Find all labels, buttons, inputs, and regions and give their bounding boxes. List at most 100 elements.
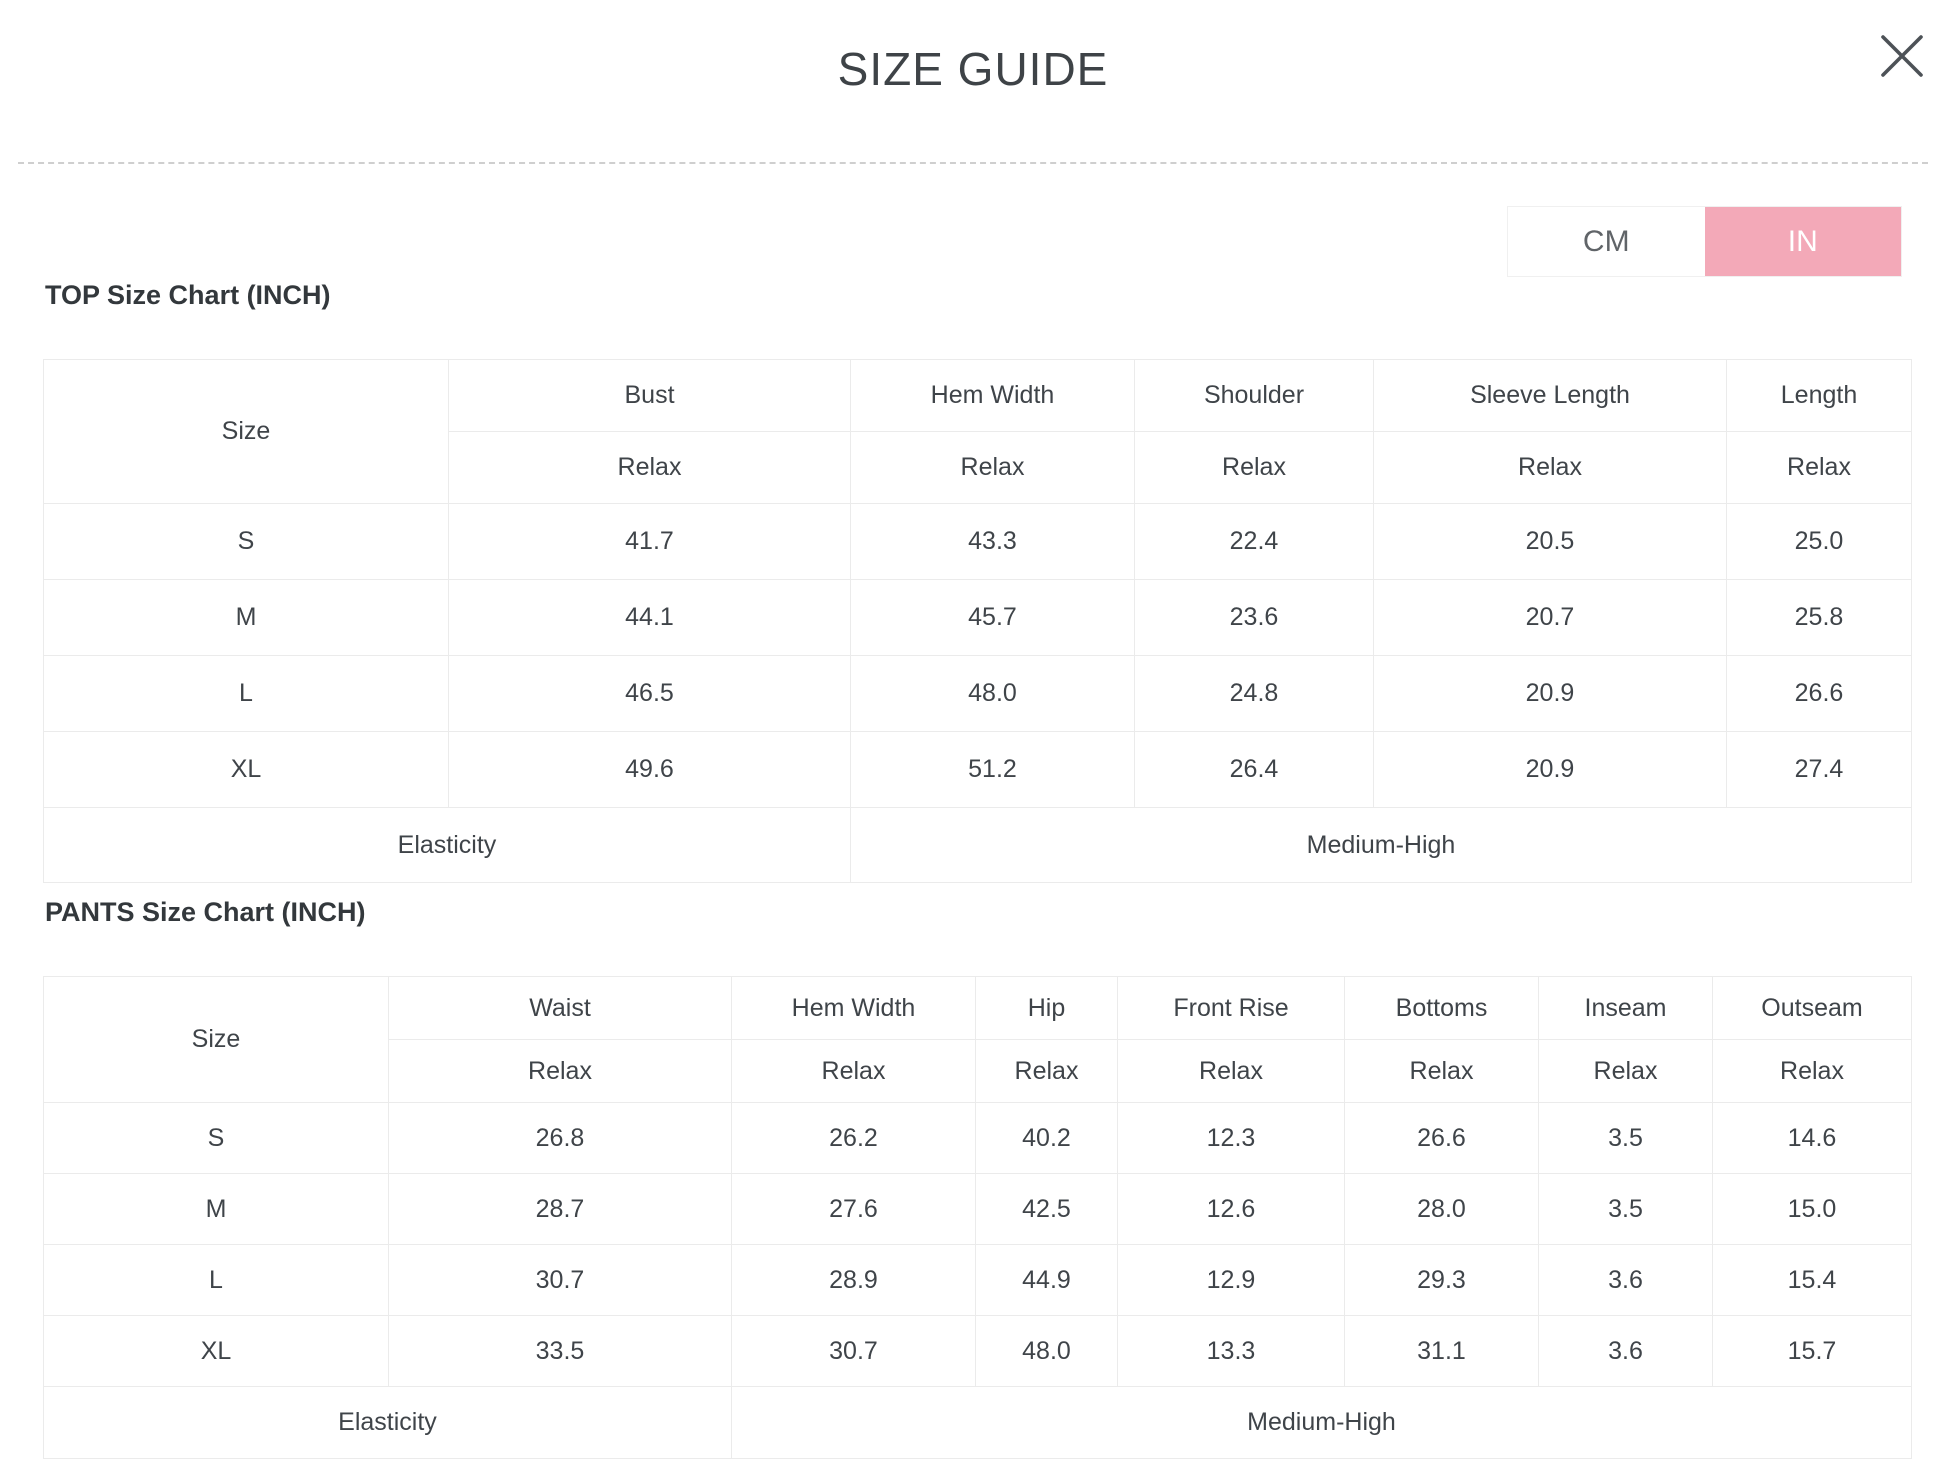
measurement-cell: 30.7: [388, 1244, 732, 1316]
measurement-cell: 14.6: [1712, 1102, 1912, 1174]
measurement-cell: 20.7: [1373, 579, 1727, 656]
column-header-cell: Waist: [388, 976, 732, 1040]
measurement-cell: 15.0: [1712, 1173, 1912, 1245]
measurement-cell: 26.6: [1344, 1102, 1539, 1174]
measurement-cell: 29.3: [1344, 1244, 1539, 1316]
size-label-cell: M: [43, 1173, 389, 1245]
column-subheader-cell: Relax: [1373, 431, 1727, 504]
close-button[interactable]: [1876, 30, 1928, 82]
column-subheader-cell: Relax: [975, 1039, 1118, 1103]
column-header-cell: Front Rise: [1117, 976, 1345, 1040]
top-chart-heading: TOP Size Chart (INCH): [45, 280, 331, 310]
measurement-cell: 26.2: [731, 1102, 976, 1174]
measurement-cell: 44.9: [975, 1244, 1118, 1316]
pants-size-table: Size Waist Hem Width Hip Front Rise Bottoms In…: [43, 976, 1912, 1459]
measurement-cell: 24.8: [1134, 655, 1374, 732]
measurement-cell: 15.4: [1712, 1244, 1912, 1316]
table-row: S 41.7 43.3 22.4 20.5 25.0: [43, 503, 1912, 580]
size-label-cell: S: [43, 1102, 389, 1174]
measurement-cell: 43.3: [850, 503, 1135, 580]
unit-toggle-cm-button[interactable]: CM: [1508, 207, 1705, 276]
column-header-cell: Length: [1726, 359, 1912, 432]
measurement-cell: 3.5: [1538, 1173, 1713, 1245]
column-header-cell: Shoulder: [1134, 359, 1374, 432]
column-subheader-cell: Relax: [1538, 1039, 1713, 1103]
measurement-cell: 28.9: [731, 1244, 976, 1316]
column-header-cell: Hem Width: [850, 359, 1135, 432]
table-row: XL 49.6 51.2 26.4 20.9 27.4: [43, 731, 1912, 808]
measurement-cell: 12.6: [1117, 1173, 1345, 1245]
measurement-cell: 26.4: [1134, 731, 1374, 808]
size-label-cell: L: [43, 655, 449, 732]
table-row: S 26.8 26.2 40.2 12.3 26.6 3.5 14.6: [43, 1102, 1912, 1174]
column-subheader-cell: Relax: [388, 1039, 732, 1103]
measurement-cell: 51.2: [850, 731, 1135, 808]
size-corner-cell: Size: [43, 359, 449, 504]
pants-chart-heading: PANTS Size Chart (INCH): [45, 897, 366, 927]
column-subheader-cell: Relax: [1712, 1039, 1912, 1103]
measurement-cell: 3.6: [1538, 1244, 1713, 1316]
measurement-cell: 27.6: [731, 1173, 976, 1245]
column-subheader-cell: Relax: [1117, 1039, 1345, 1103]
column-header-cell: Sleeve Length: [1373, 359, 1727, 432]
size-corner-cell: Size: [43, 976, 389, 1103]
column-subheader-cell: Relax: [1726, 431, 1912, 504]
measurement-cell: 25.8: [1726, 579, 1912, 656]
measurement-cell: 23.6: [1134, 579, 1374, 656]
measurement-cell: 46.5: [448, 655, 851, 732]
measurement-cell: 3.5: [1538, 1102, 1713, 1174]
unit-toggle: CM IN: [1507, 206, 1902, 277]
elasticity-value-cell: Medium-High: [850, 807, 1912, 883]
elasticity-value-cell: Medium-High: [731, 1386, 1912, 1459]
dashed-divider: [18, 162, 1928, 164]
column-subheader-cell: Relax: [731, 1039, 976, 1103]
measurement-cell: 40.2: [975, 1102, 1118, 1174]
modal-title: SIZE GUIDE: [837, 43, 1109, 95]
measurement-cell: 25.0: [1726, 503, 1912, 580]
measurement-cell: 41.7: [448, 503, 851, 580]
measurement-cell: 12.9: [1117, 1244, 1345, 1316]
elasticity-label-cell: Elasticity: [43, 1386, 732, 1459]
elasticity-label-cell: Elasticity: [43, 807, 851, 883]
measurement-cell: 28.0: [1344, 1173, 1539, 1245]
measurement-cell: 3.6: [1538, 1315, 1713, 1387]
top-size-table: Size Bust Hem Width Shoulder Sleeve Length Le…: [43, 359, 1912, 883]
unit-toggle-in-button[interactable]: IN: [1704, 207, 1901, 276]
column-subheader-cell: Relax: [1344, 1039, 1539, 1103]
measurement-cell: 31.1: [1344, 1315, 1539, 1387]
size-label-cell: L: [43, 1244, 389, 1316]
measurement-cell: 15.7: [1712, 1315, 1912, 1387]
size-label-cell: XL: [43, 1315, 389, 1387]
measurement-cell: 49.6: [448, 731, 851, 808]
column-header-cell: Bottoms: [1344, 976, 1539, 1040]
size-label-cell: S: [43, 503, 449, 580]
measurement-cell: 28.7: [388, 1173, 732, 1245]
column-header-cell: Hem Width: [731, 976, 976, 1040]
measurement-cell: 13.3: [1117, 1315, 1345, 1387]
column-header-cell: Hip: [975, 976, 1118, 1040]
measurement-cell: 12.3: [1117, 1102, 1345, 1174]
measurement-cell: 45.7: [850, 579, 1135, 656]
close-icon: [1881, 35, 1923, 77]
measurement-cell: 20.9: [1373, 731, 1727, 808]
measurement-cell: 22.4: [1134, 503, 1374, 580]
measurement-cell: 26.8: [388, 1102, 732, 1174]
size-label-cell: XL: [43, 731, 449, 808]
measurement-cell: 27.4: [1726, 731, 1912, 808]
column-header-cell: Bust: [448, 359, 851, 432]
measurement-cell: 20.5: [1373, 503, 1727, 580]
measurement-cell: 44.1: [448, 579, 851, 656]
table-row: XL 33.5 30.7 48.0 13.3 31.1 3.6 15.7: [43, 1315, 1912, 1387]
table-row: L 30.7 28.9 44.9 12.9 29.3 3.6 15.4: [43, 1244, 1912, 1316]
measurement-cell: 48.0: [975, 1315, 1118, 1387]
column-header-cell: Inseam: [1538, 976, 1713, 1040]
measurement-cell: 33.5: [388, 1315, 732, 1387]
measurement-cell: 30.7: [731, 1315, 976, 1387]
column-subheader-cell: Relax: [850, 431, 1135, 504]
column-subheader-cell: Relax: [1134, 431, 1374, 504]
size-label-cell: M: [43, 579, 449, 656]
measurement-cell: 20.9: [1373, 655, 1727, 732]
table-row: L 46.5 48.0 24.8 20.9 26.6: [43, 655, 1912, 732]
measurement-cell: 48.0: [850, 655, 1135, 732]
table-row: M 28.7 27.6 42.5 12.6 28.0 3.5 15.0: [43, 1173, 1912, 1245]
